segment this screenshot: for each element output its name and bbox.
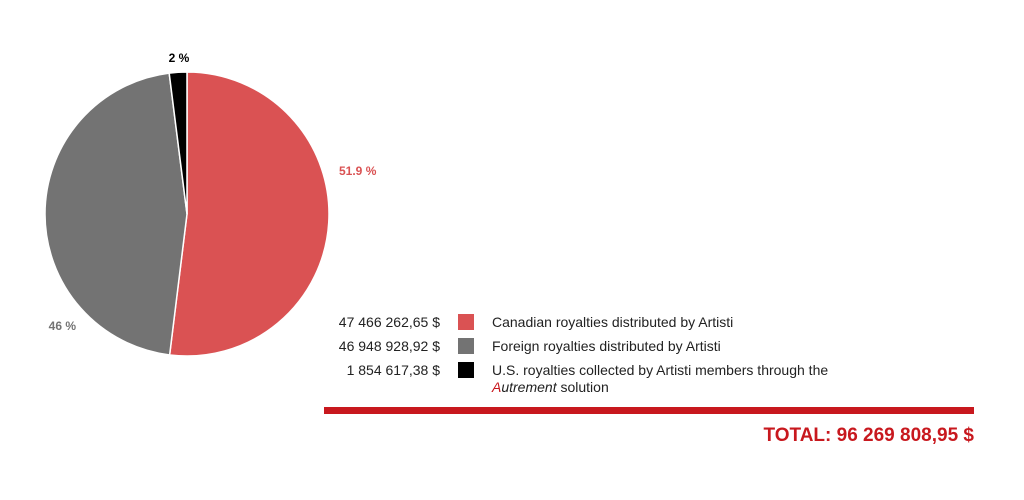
legend-row-foreign: 46 948 928,92 $ Foreign royalties distri…: [300, 336, 980, 360]
legend-label: Foreign royalties distributed by Artisti: [492, 338, 721, 354]
legend-row-us: 1 854 617,38 $ U.S. royalties collected …: [300, 360, 980, 398]
legend-label-suffix: solution: [556, 379, 609, 395]
legend-label-prefix: U.S. royalties collected by Artisti memb…: [492, 362, 829, 378]
legend-label-accent: A: [492, 379, 502, 395]
legend-row-canadian: 47 466 262,65 $ Canadian royalties distr…: [300, 312, 980, 336]
legend-swatch: [458, 362, 474, 378]
legend-swatch: [458, 338, 474, 354]
pie-slice: [168, 71, 330, 357]
legend-label: Canadian royalties distributed by Artist…: [492, 314, 734, 330]
total-amount: TOTAL: 96 269 808,95 $: [763, 425, 974, 446]
legend-amount: 46 948 928,92 $: [338, 338, 440, 354]
pie-chart: 51.9 % 46 % 2 %: [44, 51, 377, 357]
legend-label-italic: utrement: [501, 379, 557, 395]
legend-amount: 47 466 262,65 $: [338, 314, 440, 330]
slice-percent-label: 2 %: [169, 51, 190, 65]
pie-slice: [168, 71, 188, 215]
legend-swatch: [458, 314, 474, 330]
slice-percent-label: 51.9 %: [339, 164, 377, 178]
legend: 47 466 262,65 $ Canadian royalties distr…: [300, 312, 980, 398]
slice-percent-label: 46 %: [49, 319, 77, 333]
total-divider: [324, 407, 974, 414]
legend-amount: 1 854 617,38 $: [346, 362, 440, 378]
legend-label: U.S. royalties collected by Artisti memb…: [492, 362, 932, 396]
pie-slice: [44, 72, 188, 356]
